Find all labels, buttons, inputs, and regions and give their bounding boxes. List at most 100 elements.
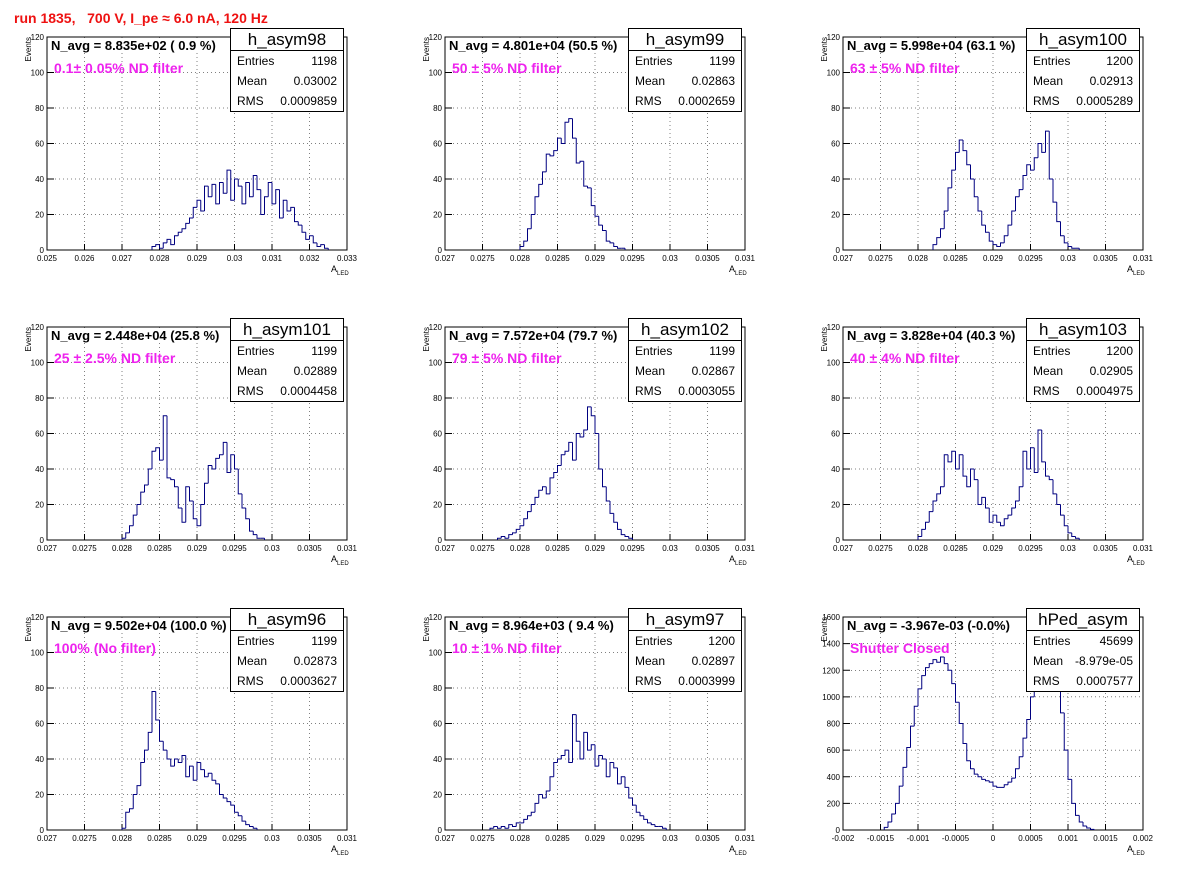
histogram-bin xyxy=(921,528,926,537)
histogram-bin xyxy=(121,827,126,830)
histogram-bin xyxy=(620,776,625,784)
histogram-bin xyxy=(234,805,239,813)
y-tick-label: 400 xyxy=(827,773,841,782)
stats-title: h_asym101 xyxy=(231,319,343,341)
histogram-bin xyxy=(508,824,513,829)
histogram-bin xyxy=(553,762,558,777)
histogram-bin xyxy=(988,780,993,783)
histogram-bin xyxy=(237,179,242,187)
x-tick-label: 0.027 xyxy=(112,254,133,263)
stats-box: h_asym101 Entries 1199 Mean 0.02889 RMS 0.0004… xyxy=(230,318,344,402)
y-tick-label: 120 xyxy=(429,613,443,622)
rms-value: 0.0003627 xyxy=(280,674,337,688)
histogram-bin xyxy=(515,528,520,533)
x-tick-label: 0.027 xyxy=(435,834,456,843)
histogram-bin xyxy=(985,497,990,509)
rms-row: RMS 0.0005289 xyxy=(1027,91,1139,111)
histogram-bin xyxy=(132,514,137,526)
histogram-bin xyxy=(639,812,644,817)
histogram-plot: 0.025 0.026 0.027 0.028 0.029 0.03 0.031 0.032 0… xyxy=(24,33,358,277)
y-tick-label: 80 xyxy=(35,104,44,113)
x-tick-label: 0.027 xyxy=(37,544,58,553)
x-tick-label: 0.0275 xyxy=(470,254,495,263)
histogram-bin xyxy=(981,776,986,780)
histogram-bin xyxy=(947,663,952,671)
histogram-bin xyxy=(925,667,930,676)
y-tick-label: 60 xyxy=(831,140,840,149)
histogram-bin xyxy=(230,170,235,201)
histogram-bin xyxy=(583,731,588,759)
histogram-bin xyxy=(144,484,149,493)
histogram-bin xyxy=(594,205,599,217)
histogram-bin xyxy=(1022,450,1027,487)
histogram-bin xyxy=(906,746,911,768)
histogram-bin xyxy=(211,183,216,197)
histogram-bin xyxy=(196,518,201,527)
histogram-bin xyxy=(557,758,562,763)
histogram-panel-h_asym103: 0.027 0.0275 0.028 0.0285 0.029 0.0295 0.03 0.0… xyxy=(796,290,1194,580)
histogram-panel-h_asym97: 0.027 0.0275 0.028 0.0285 0.029 0.0295 0.03 0.0… xyxy=(398,580,796,870)
histogram-bin xyxy=(898,785,903,804)
histogram-bin xyxy=(654,824,659,827)
entries-label: Entries xyxy=(1033,54,1071,68)
histogram-bin xyxy=(557,464,562,473)
histogram-bin xyxy=(132,794,137,809)
histogram-bin xyxy=(252,826,257,829)
y-tick-label: 40 xyxy=(433,755,442,764)
histogram-bin xyxy=(913,705,918,727)
mean-label: Mean xyxy=(635,74,666,88)
entries-row: Entries 1199 xyxy=(231,341,343,361)
histogram-bin xyxy=(1075,536,1080,539)
histogram-bin xyxy=(1007,514,1012,519)
histogram-bin xyxy=(583,161,588,187)
x-tick-label: 0.0285 xyxy=(943,254,968,263)
histogram-bin xyxy=(530,214,535,229)
entries-row: Entries 1200 xyxy=(1027,341,1139,361)
histogram-bin xyxy=(1078,815,1083,823)
histogram-bin xyxy=(241,186,246,205)
histogram-bin xyxy=(1056,202,1061,223)
histogram-bin xyxy=(1041,143,1046,153)
histogram-plot: -0.002 -0.0015 -0.001 -0.0005 0 0.0005 0.001 0.… xyxy=(820,613,1154,857)
histogram-plot: 0.027 0.0275 0.028 0.0285 0.029 0.0295 0.03 0.0… xyxy=(820,323,1154,567)
histogram-bin xyxy=(557,137,562,151)
histogram-bin xyxy=(996,515,1001,523)
histogram-bin xyxy=(249,518,254,532)
histogram-bin xyxy=(534,496,539,505)
x-axis-label: ALED xyxy=(331,264,349,277)
x-tick-label: 0.026 xyxy=(74,254,95,263)
entries-row: Entries 45699 xyxy=(1027,631,1139,651)
entries-value: 1199 xyxy=(311,344,337,358)
histogram-bin xyxy=(1022,174,1027,190)
mean-value: 0.02913 xyxy=(1089,74,1133,88)
x-tick-label: 0.027 xyxy=(37,834,58,843)
y-tick-label: 100 xyxy=(429,649,443,658)
histogram-bin xyxy=(970,760,975,770)
x-tick-label: 0.028 xyxy=(112,544,133,553)
histogram-bin xyxy=(305,232,310,240)
entries-value: 1200 xyxy=(708,634,735,648)
histogram-bin xyxy=(917,688,922,707)
y-tick-label: 40 xyxy=(831,465,840,474)
histogram-bin xyxy=(943,454,948,487)
histogram-bin xyxy=(1052,479,1057,495)
mean-row: Mean 0.03002 xyxy=(231,71,343,91)
histogram-bin xyxy=(609,500,614,514)
rms-value: 0.0007577 xyxy=(1076,674,1133,688)
y-axis-label: Events xyxy=(820,37,829,61)
histogram-bin xyxy=(256,534,261,539)
histogram-bin xyxy=(572,118,577,139)
x-tick-label: 0.0275 xyxy=(868,544,893,553)
x-axis-label: ALED xyxy=(729,264,747,277)
x-tick-label: 0.002 xyxy=(1133,834,1154,843)
histogram-bin xyxy=(643,815,648,820)
histogram-plot: 0.027 0.0275 0.028 0.0285 0.029 0.0295 0.03 0.0… xyxy=(24,613,358,857)
y-tick-label: 100 xyxy=(827,359,841,368)
histogram-bin xyxy=(1082,822,1087,827)
y-tick-label: 60 xyxy=(433,720,442,729)
y-tick-label: 0 xyxy=(836,246,841,255)
y-tick-label: 60 xyxy=(35,140,44,149)
histogram-bin xyxy=(587,732,592,751)
histogram-bin xyxy=(504,536,509,539)
